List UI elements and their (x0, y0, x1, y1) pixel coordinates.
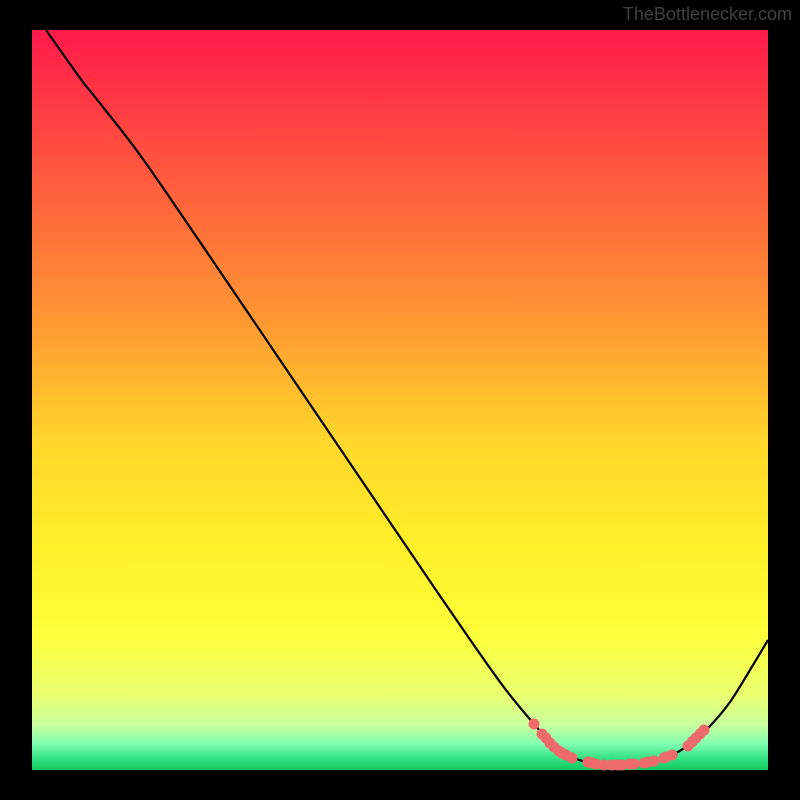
chart-gradient-background (32, 30, 768, 770)
watermark-text: TheBottlenecker.com (623, 4, 792, 25)
